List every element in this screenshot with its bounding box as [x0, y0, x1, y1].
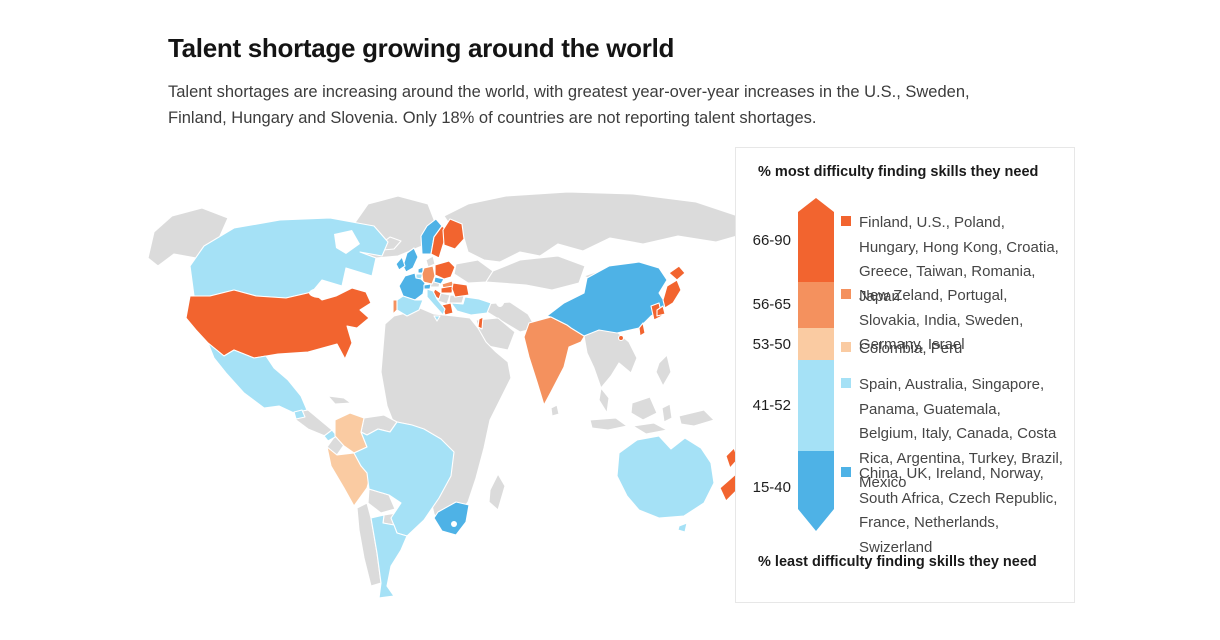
legend-entry-5: China, UK, Ireland, Norway, South Africa… — [841, 462, 1063, 560]
arrow-segment-4 — [798, 360, 834, 451]
arrow-tail — [798, 509, 834, 531]
world-map — [138, 156, 750, 601]
country-hungary — [440, 285, 454, 294]
country-finland — [442, 218, 465, 250]
legend-entry-2: New Zeland, Portugal, Slovakia, India, S… — [841, 284, 1063, 358]
country-mexico — [207, 342, 308, 414]
country-philippines — [655, 354, 672, 387]
country-italy — [426, 288, 446, 316]
country-hongkong — [617, 334, 625, 342]
country-czech — [433, 276, 445, 285]
range-label-66-90: 66-90 — [752, 232, 791, 249]
world-map-svg — [147, 191, 745, 599]
country-brazil — [353, 421, 455, 537]
legend-panel: % most difficulty finding skills they ne… — [735, 147, 1075, 603]
country-portugal — [392, 299, 398, 315]
range-label-53-50: 53-50 — [752, 336, 791, 353]
range-label-56-65: 56-65 — [752, 296, 791, 313]
countries-band-5: China, UK, Ireland, Norway, South Africa… — [859, 465, 1058, 556]
country-taiwan — [638, 322, 646, 337]
swatch-band-5 — [841, 467, 851, 477]
swatch-band-2 — [841, 289, 851, 299]
country-germany — [421, 265, 436, 285]
country-spain — [396, 295, 424, 317]
legend-entry-3: Colombia, Peru — [841, 337, 1063, 362]
country-southafrica — [433, 501, 470, 536]
country-romania — [451, 282, 470, 298]
range-label-15-40: 15-40 — [752, 479, 791, 496]
range-label-41-52: 41-52 — [752, 397, 791, 414]
island-java — [632, 422, 668, 435]
legend-entry-1: Finland, U.S., Poland, Hungary, Hong Kon… — [841, 211, 1063, 309]
arrow-segment-1 — [798, 212, 834, 282]
region-malay — [598, 387, 610, 414]
countries-band-3: Colombia, Peru — [859, 340, 963, 357]
arrow-head — [798, 198, 834, 212]
country-switzerland — [423, 283, 432, 290]
country-tasmania — [677, 522, 688, 533]
country-japan-hokkaido — [668, 265, 686, 281]
legend-bottom-label: % least difficulty finding skills they n… — [758, 554, 1037, 570]
country-denmark — [425, 255, 436, 268]
country-russia — [443, 191, 745, 263]
lesotho — [451, 521, 457, 527]
island-sumatra — [589, 417, 628, 431]
countries-band-4: Spain, Australia, Singapore, Panama, Gua… — [859, 376, 1063, 491]
arrow-segment-3 — [798, 328, 834, 360]
swatch-band-3 — [841, 342, 851, 352]
country-israel — [477, 316, 484, 330]
island-sulawesi — [661, 403, 673, 423]
country-japan-kyushu — [656, 305, 666, 317]
countries-band-1: Finland, U.S., Poland, Hungary, Hong Kon… — [859, 214, 1059, 305]
country-ireland — [395, 256, 406, 271]
region-central-asia — [485, 255, 586, 291]
country-argentina — [370, 514, 408, 599]
swatch-band-4 — [841, 378, 851, 388]
legend-arrow — [798, 198, 834, 531]
country-poland — [434, 260, 456, 280]
page-subtitle: Talent shortages are increasing around t… — [168, 83, 970, 127]
arrow-segment-5 — [798, 451, 834, 509]
country-png — [678, 409, 715, 427]
arrow-segment-2 — [798, 282, 834, 328]
page-title: Talent shortage growing around the world — [168, 33, 675, 63]
countries-band-2: New Zeland, Portugal, Slovakia, India, S… — [859, 287, 1024, 353]
country-cuba — [327, 395, 352, 405]
water-features — [309, 230, 505, 527]
hudson-bay — [334, 230, 360, 254]
country-australia — [616, 435, 715, 519]
region-se-asia — [583, 328, 638, 389]
country-guatemala — [293, 409, 306, 420]
swatch-band-1 — [841, 216, 851, 226]
legend-entry-4: Spain, Australia, Singapore, Panama, Gua… — [841, 373, 1063, 496]
country-uk — [402, 247, 419, 273]
country-japan-honshu — [662, 279, 682, 309]
country-sri-lanka — [550, 404, 560, 417]
country-italy-sicily — [433, 315, 441, 322]
colored-countries — [185, 217, 744, 599]
island-borneo — [630, 396, 658, 421]
caspian-sea — [495, 289, 505, 307]
great-lakes — [309, 288, 331, 298]
country-madagascar — [488, 473, 506, 511]
legend-top-label: % most difficulty finding skills they ne… — [758, 164, 1039, 180]
country-turkey — [450, 296, 492, 316]
